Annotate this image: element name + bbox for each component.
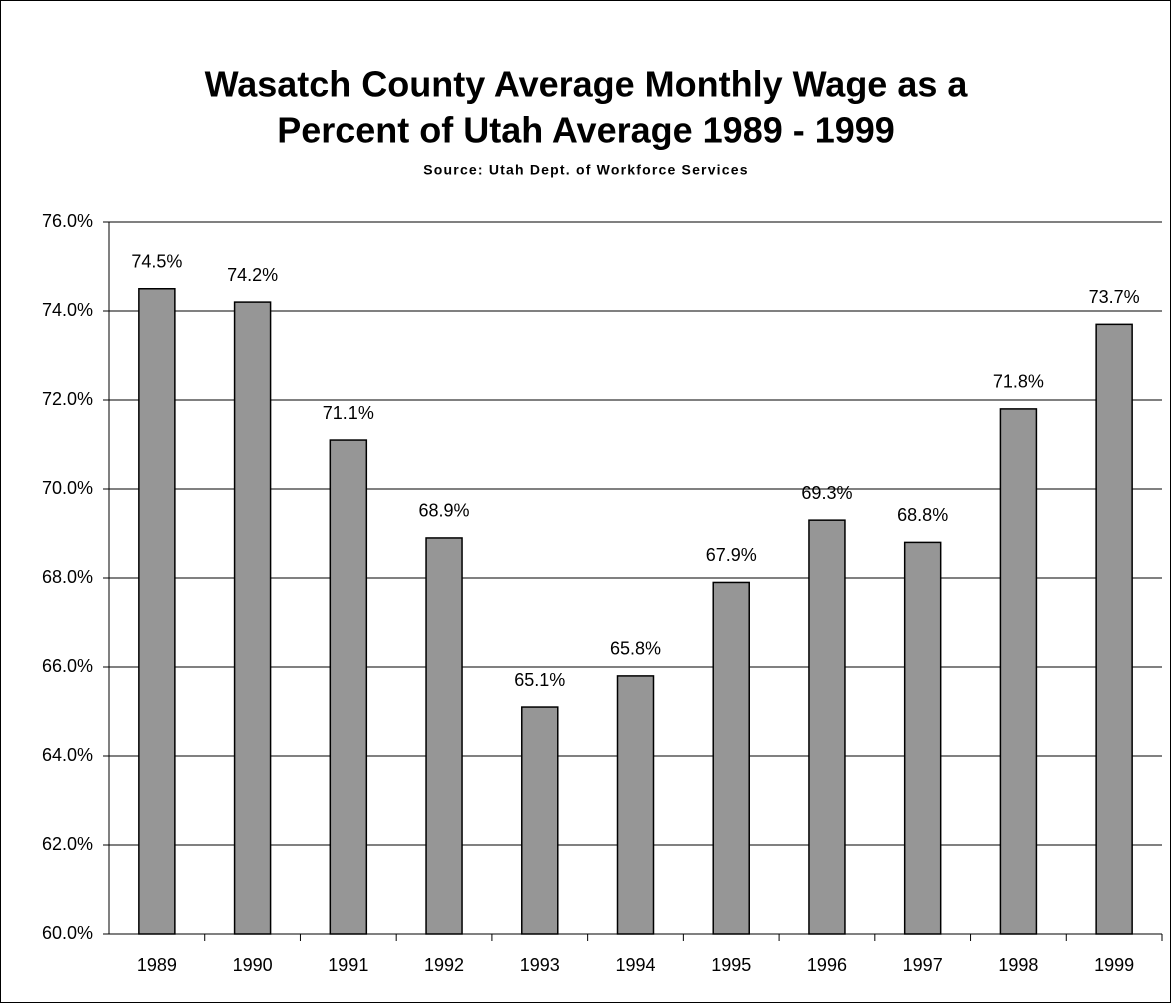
y-tick-label: 64.0%: [42, 745, 93, 765]
bar: [999, 408, 1038, 935]
data-label: 73.7%: [1089, 287, 1140, 307]
bar: [808, 519, 846, 935]
y-tick-label: 60.0%: [42, 923, 93, 943]
chart-subtitle: Source: Utah Dept. of Workforce Services: [423, 162, 748, 178]
chart-title: Percent of Utah Average 1989 - 1999: [277, 110, 895, 151]
bar: [138, 288, 176, 935]
y-tick-label: 74.0%: [42, 300, 93, 320]
data-label: 67.9%: [706, 545, 757, 565]
bar: [1095, 323, 1133, 935]
y-tick-label: 72.0%: [42, 389, 93, 409]
bar: [233, 301, 272, 935]
chart-title: Wasatch County Average Monthly Wage as a: [205, 64, 969, 105]
bar: [903, 541, 942, 935]
x-tick-label: 1990: [233, 955, 273, 975]
x-tick-label: 1999: [1094, 955, 1134, 975]
x-tick-label: 1993: [520, 955, 560, 975]
y-tick-label: 70.0%: [42, 478, 93, 498]
bar: [425, 537, 463, 935]
x-tick-label: 1995: [711, 955, 751, 975]
y-tick-label: 76.0%: [42, 211, 93, 231]
y-tick-label: 66.0%: [42, 656, 93, 676]
data-label: 74.2%: [227, 265, 278, 285]
data-label: 74.5%: [131, 252, 182, 272]
data-label: 68.8%: [897, 505, 948, 525]
x-tick-label: 1998: [998, 955, 1038, 975]
y-tick-label: 68.0%: [42, 567, 93, 587]
x-tick-label: 1989: [137, 955, 177, 975]
data-label: 69.3%: [801, 483, 852, 503]
bar: [329, 439, 368, 935]
x-tick-label: 1997: [903, 955, 943, 975]
x-tick-label: 1994: [615, 955, 655, 975]
bar: [616, 675, 655, 935]
data-label: 68.9%: [419, 501, 470, 521]
x-tick-label: 1991: [328, 955, 368, 975]
x-tick-label: 1992: [424, 955, 464, 975]
x-tick-label: 1996: [807, 955, 847, 975]
data-label: 65.1%: [514, 670, 565, 690]
y-tick-label: 62.0%: [42, 834, 93, 854]
bar: [712, 581, 750, 935]
data-label: 71.8%: [993, 372, 1044, 392]
data-label: 65.8%: [610, 639, 661, 659]
data-label: 71.1%: [323, 403, 374, 423]
bar: [521, 706, 559, 935]
